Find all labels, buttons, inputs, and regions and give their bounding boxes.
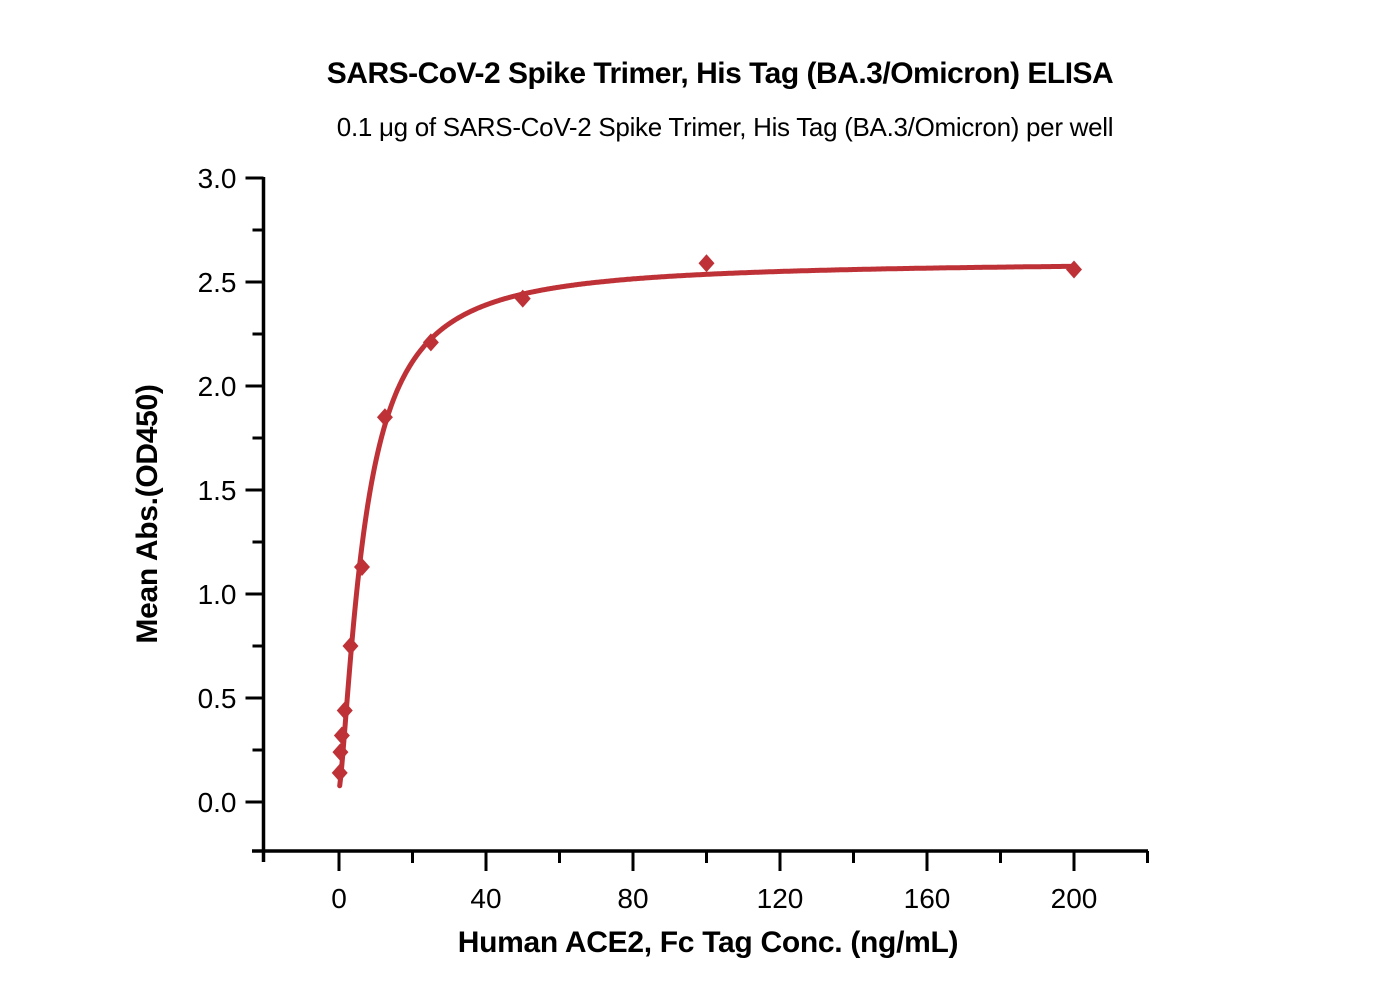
data-point <box>1066 260 1082 279</box>
x-tick-label: 0 <box>331 883 347 914</box>
data-point <box>698 254 715 273</box>
x-tick-label: 40 <box>470 883 501 914</box>
y-tick-label: 1.5 <box>198 475 237 506</box>
x-tick-label: 200 <box>1051 883 1098 914</box>
data-point <box>336 701 353 720</box>
fit-curve <box>337 263 1077 789</box>
y-tick-label: 2.5 <box>198 267 237 298</box>
chart-title: SARS-CoV-2 Spike Trimer, His Tag (BA.3/O… <box>326 57 1114 90</box>
data-point <box>514 289 531 308</box>
chart-subtitle: 0.1 μg of SARS-CoV-2 Spike Trimer, His T… <box>336 112 1114 142</box>
data-point <box>331 763 348 782</box>
x-axis-label: Human ACE2, Fc Tag Conc. (ng/mL) <box>457 926 959 959</box>
data-point <box>333 726 350 745</box>
y-tick-label: 2.0 <box>198 371 237 402</box>
x-tick-label: 120 <box>757 883 804 914</box>
data-point <box>342 637 359 655</box>
y-tick-label: 1.0 <box>198 579 237 610</box>
data-point <box>376 408 393 427</box>
data-point <box>422 333 439 352</box>
x-tick-label: 80 <box>617 883 648 914</box>
data-point <box>332 743 349 762</box>
y-tick-label: 3.0 <box>198 163 237 194</box>
y-tick-label: 0.0 <box>198 787 237 818</box>
y-tick-label: 0.5 <box>198 683 237 714</box>
x-tick-label: 160 <box>904 883 951 914</box>
data-point <box>353 557 370 576</box>
